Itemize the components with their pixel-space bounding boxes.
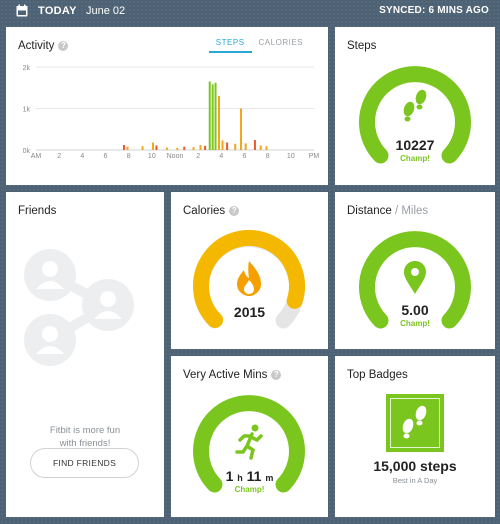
active-mins-card[interactable]: Very Active Mins? 1 h 11 m Champ!	[171, 356, 328, 517]
activity-chart: 0k 1k 2k AM 2 4 6 8 10 Noon 2 4 6 8 10 PM	[23, 65, 320, 160]
friends-message: Fitbit is more fun with friends!	[6, 424, 164, 450]
activity-bar	[165, 147, 168, 150]
active-hours: 1	[225, 468, 234, 484]
steps-card[interactable]: Steps 10227 Champ!	[335, 27, 495, 185]
x-tick-label: 6	[104, 153, 108, 160]
runner-icon	[235, 424, 263, 460]
activity-bar	[221, 140, 224, 150]
friends-network-icon	[24, 249, 134, 366]
badge-image[interactable]	[386, 394, 444, 452]
x-tick-label: 6	[243, 153, 247, 160]
distance-status: Champ!	[400, 319, 430, 328]
calories-gauge	[193, 230, 305, 329]
distance-value: 5.00	[401, 302, 429, 318]
activity-bar	[151, 142, 154, 150]
activity-title-text: Activity	[18, 40, 55, 52]
activity-bar	[259, 145, 262, 150]
steps-value: 10227	[395, 137, 435, 153]
top-bar: TODAY June 02 SYNCED: 6 MINS AGO	[0, 0, 500, 22]
badge-subtitle: Best in A Day	[392, 476, 438, 485]
active-mins-title-text: Very Active Mins	[183, 369, 268, 381]
activity-tabs: STEPS CALORIES	[208, 38, 310, 53]
hours-unit: h	[237, 473, 243, 483]
x-tick-label: 10	[148, 153, 156, 160]
steps-gauge	[359, 66, 471, 164]
calories-value: 2015	[233, 304, 266, 320]
x-tick-label: 2	[57, 153, 61, 160]
help-icon[interactable]: ?	[271, 370, 282, 380]
footprints-icon	[402, 405, 427, 439]
steps-status: Champ!	[400, 154, 430, 163]
active-minutes: 11	[246, 468, 262, 484]
calories-title: Calories?	[183, 205, 240, 217]
friends-message-line2: with friends!	[59, 438, 111, 449]
active-mins-value: 1 h 11 m	[171, 468, 328, 484]
activity-title: Activity?	[18, 40, 69, 52]
activity-bar	[214, 82, 217, 150]
badge-value: 15,000 steps	[373, 458, 457, 474]
activity-bar	[253, 140, 256, 150]
activity-bar	[204, 145, 207, 150]
activity-bar	[240, 108, 243, 150]
calendar-icon[interactable]	[16, 4, 28, 17]
x-tick-label: 4	[80, 153, 84, 160]
x-tick-label: 2	[196, 153, 200, 160]
x-tick-label: Noon	[167, 153, 184, 160]
x-tick-label: 8	[266, 153, 270, 160]
activity-bar	[126, 146, 129, 150]
distance-unit: / Miles	[391, 205, 429, 217]
distance-card[interactable]: Distance / Miles 5.00 Champ!	[335, 192, 495, 349]
active-mins-status: Champ!	[234, 485, 265, 494]
x-tick-label: 4	[219, 153, 223, 160]
help-icon[interactable]: ?	[229, 206, 240, 216]
calories-card[interactable]: Calories? 2015	[171, 192, 328, 349]
x-tick-label: AM	[31, 153, 42, 160]
activity-bar	[211, 84, 214, 150]
activity-bar	[234, 143, 237, 150]
friends-card: Friends Fitbit is more fun with friends!…	[6, 192, 164, 517]
distance-title-text: Distance	[347, 205, 392, 217]
today-label[interactable]: TODAY	[38, 5, 77, 17]
steps-title: Steps	[347, 40, 377, 52]
activity-bar	[244, 143, 247, 150]
calories-title-text: Calories	[183, 205, 226, 217]
activity-bar	[155, 145, 158, 150]
activity-card: Activity? STEPS CALORIES 0k 1k 2k AM 2 4 6 8 10 N…	[6, 27, 328, 185]
activity-bar	[226, 142, 229, 150]
y-tick-label: 0k	[23, 148, 31, 155]
badges-title: Top Badges	[347, 369, 408, 381]
flame-icon	[237, 261, 261, 296]
footprints-icon	[403, 89, 427, 122]
top-badges-card[interactable]: Top Badges 15,000 steps Best in A Day	[335, 356, 495, 517]
distance-title: Distance / Miles	[347, 205, 428, 217]
active-mins-gauge	[193, 395, 305, 493]
x-tick-label: 8	[127, 153, 131, 160]
x-tick-label: PM	[309, 153, 320, 160]
activity-bar	[199, 145, 202, 150]
current-date[interactable]: June 02	[86, 5, 126, 17]
tab-steps[interactable]: STEPS	[208, 38, 252, 53]
activity-bar	[176, 147, 179, 150]
x-tick-label: 10	[287, 153, 295, 160]
activity-bar	[208, 81, 211, 150]
friends-title: Friends	[18, 205, 57, 217]
friends-message-line1: Fitbit is more fun	[49, 425, 121, 436]
activity-bar	[192, 147, 195, 150]
active-mins-title: Very Active Mins?	[183, 369, 282, 381]
minutes-unit: m	[265, 473, 274, 483]
y-tick-label: 1k	[23, 107, 31, 114]
activity-bar	[141, 146, 144, 150]
distance-gauge	[359, 231, 471, 329]
tab-calories[interactable]: CALORIES	[258, 38, 303, 47]
activity-bar	[183, 146, 186, 150]
activity-bar	[123, 145, 126, 150]
activity-bar	[218, 96, 221, 150]
map-pin-icon	[404, 261, 426, 294]
y-tick-label: 2k	[23, 65, 31, 72]
sync-status: SYNCED: 6 MINS AGO	[379, 5, 489, 16]
help-icon[interactable]: ?	[58, 41, 69, 51]
find-friends-button[interactable]: FIND FRIENDS	[30, 448, 139, 478]
activity-bar	[265, 146, 268, 150]
